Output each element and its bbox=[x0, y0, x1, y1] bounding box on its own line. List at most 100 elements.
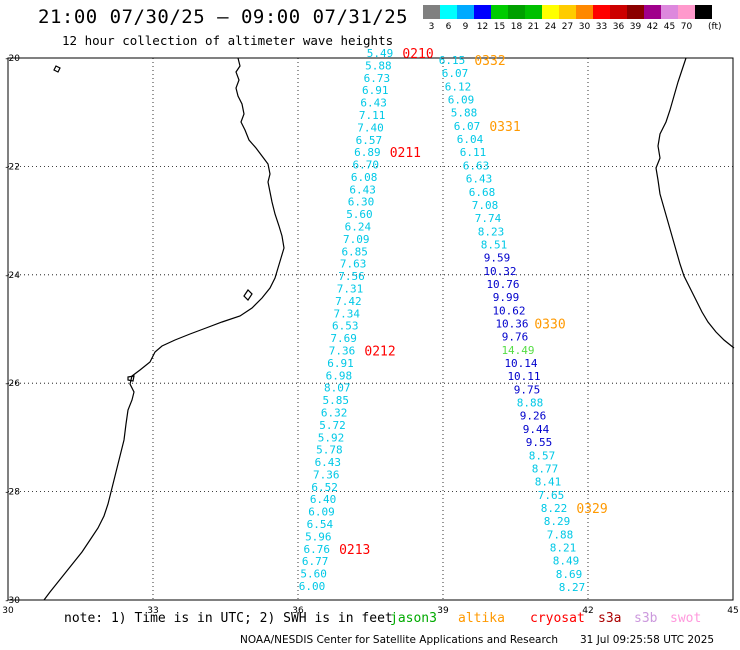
wave-height-value: 7.09 bbox=[343, 233, 370, 246]
wave-height-value: 5.78 bbox=[316, 444, 343, 457]
wave-height-value: 6.15 bbox=[439, 54, 466, 67]
wave-height-value: 6.54 bbox=[307, 518, 334, 531]
wave-height-value: 6.11 bbox=[460, 146, 487, 159]
wave-height-value: 6.07 bbox=[442, 67, 469, 80]
wave-height-value: 7.63 bbox=[340, 258, 367, 271]
wave-height-value: 6.40 bbox=[310, 493, 337, 506]
wave-height-value: 6.24 bbox=[345, 221, 372, 234]
wave-height-value: 9.26 bbox=[520, 410, 547, 423]
footer-note: note: 1) Time is in UTC; 2) SWH is in fe… bbox=[64, 611, 393, 626]
lon-tick-label: 39 bbox=[437, 606, 449, 616]
lon-tick-label: 30 bbox=[2, 606, 14, 616]
lat-tick-label: -24 bbox=[5, 271, 20, 281]
wave-height-value: 7.36 bbox=[313, 468, 340, 481]
chart-subtitle: 12 hour collection of altimeter wave hei… bbox=[62, 33, 394, 48]
wave-height-value: 6.73 bbox=[364, 72, 391, 85]
pass-time-label: 0331 bbox=[489, 120, 520, 135]
wave-height-value: 14.49 bbox=[501, 344, 534, 357]
scale-label: 45 bbox=[663, 22, 676, 32]
scale-swatch bbox=[491, 5, 508, 19]
wave-height-value: 8.77 bbox=[532, 462, 559, 475]
wave-height-value: 5.88 bbox=[451, 107, 478, 120]
wave-height-value: 6.07 bbox=[454, 120, 481, 133]
wave-height-value: 6.63 bbox=[463, 159, 490, 172]
wave-height-value: 5.92 bbox=[318, 431, 345, 444]
wave-height-value: 6.91 bbox=[362, 84, 389, 97]
scale-label: 18 bbox=[510, 22, 523, 32]
scale-label: 21 bbox=[527, 22, 540, 32]
wave-height-value: 10.76 bbox=[486, 278, 519, 291]
lon-tick-label: 42 bbox=[582, 606, 593, 616]
wave-height-value: 8.57 bbox=[529, 449, 556, 462]
coastline-africa bbox=[43, 57, 285, 601]
wave-height-value: 6.85 bbox=[341, 245, 368, 258]
wave-height-value: 7.11 bbox=[359, 109, 386, 122]
wave-height-value: 8.49 bbox=[553, 555, 580, 568]
scale-label: 33 bbox=[595, 22, 608, 32]
wave-height-value: 7.40 bbox=[357, 121, 384, 134]
wave-height-value: 10.11 bbox=[507, 370, 540, 383]
altimeter-tracks: 5.495.886.736.916.437.117.406.576.896.70… bbox=[299, 47, 608, 594]
wave-height-value: 9.44 bbox=[523, 423, 550, 436]
color-scale-unit: (ft) bbox=[708, 22, 722, 32]
lat-tick-label: -26 bbox=[5, 379, 20, 389]
scale-label: 15 bbox=[493, 22, 506, 32]
scale-swatch bbox=[610, 5, 627, 19]
pass-time-label: 0211 bbox=[390, 146, 421, 161]
chart-title: 21:00 07/30/25 – 09:00 07/31/25 bbox=[38, 6, 409, 28]
scale-swatch bbox=[661, 5, 678, 19]
satellite-legend-item: jason3 bbox=[390, 611, 437, 626]
footer-credit: NOAA/NESDIS Center for Satellite Applica… bbox=[240, 634, 714, 646]
wave-height-value: 8.41 bbox=[535, 476, 562, 489]
scale-swatch bbox=[644, 5, 661, 19]
scale-swatch bbox=[593, 5, 610, 19]
wave-height-value: 6.30 bbox=[348, 196, 375, 209]
wave-height-value: 6.43 bbox=[349, 183, 376, 196]
lat-tick-label: -22 bbox=[5, 162, 20, 172]
wave-height-value: 9.55 bbox=[526, 436, 553, 449]
wave-height-value: 6.68 bbox=[469, 186, 496, 199]
wave-height-value: 5.85 bbox=[322, 394, 349, 407]
wave-height-value: 7.34 bbox=[334, 307, 361, 320]
scale-swatch bbox=[695, 5, 712, 19]
scale-label: 42 bbox=[646, 22, 659, 32]
scale-label: 27 bbox=[561, 22, 574, 32]
wave-height-value: 7.42 bbox=[335, 295, 362, 308]
wave-height-value: 10.36 bbox=[495, 318, 528, 331]
wave-height-value: 6.43 bbox=[466, 173, 493, 186]
wave-height-value: 9.76 bbox=[502, 331, 529, 344]
wave-height-value: 5.96 bbox=[305, 530, 332, 543]
map-frame bbox=[7, 57, 734, 601]
pass-time-label: 0332 bbox=[474, 54, 505, 69]
scale-label: 36 bbox=[612, 22, 625, 32]
wave-height-value: 7.08 bbox=[472, 199, 499, 212]
wave-height-value: 10.62 bbox=[492, 304, 525, 317]
pass-time-label: 0329 bbox=[576, 502, 607, 517]
wave-height-value: 10.14 bbox=[504, 357, 537, 370]
wave-height-value: 8.88 bbox=[517, 397, 544, 410]
map-grid bbox=[8, 58, 733, 600]
island-bazaruto bbox=[243, 289, 253, 301]
satellite-legend-item: altika bbox=[458, 611, 505, 626]
wave-height-value: 6.53 bbox=[332, 320, 359, 333]
wave-height-value: 7.74 bbox=[475, 212, 502, 225]
scale-swatch bbox=[559, 5, 576, 19]
wave-height-value: 5.72 bbox=[319, 419, 346, 432]
wave-height-value: 8.07 bbox=[324, 382, 351, 395]
wave-height-value: 7.56 bbox=[338, 270, 365, 283]
wave-height-value: 6.52 bbox=[311, 481, 338, 494]
lon-tick-label: 33 bbox=[147, 606, 158, 616]
wave-height-value: 6.00 bbox=[299, 580, 326, 593]
scale-swatch bbox=[440, 5, 457, 19]
wave-height-value: 8.22 bbox=[541, 502, 568, 515]
timestamp-text: 31 Jul 09:25:58 UTC 2025 bbox=[580, 634, 715, 646]
scale-label: 39 bbox=[629, 22, 642, 32]
wave-height-value: 6.04 bbox=[457, 133, 484, 146]
wave-height-value: 7.69 bbox=[330, 332, 357, 345]
scale-swatch bbox=[457, 5, 474, 19]
wave-height-value: 6.09 bbox=[308, 506, 335, 519]
satellite-legend-item: s3b bbox=[634, 611, 658, 626]
lat-tick-label: -28 bbox=[5, 488, 20, 498]
scale-swatch bbox=[627, 5, 644, 19]
scale-label: 9 bbox=[462, 22, 469, 32]
